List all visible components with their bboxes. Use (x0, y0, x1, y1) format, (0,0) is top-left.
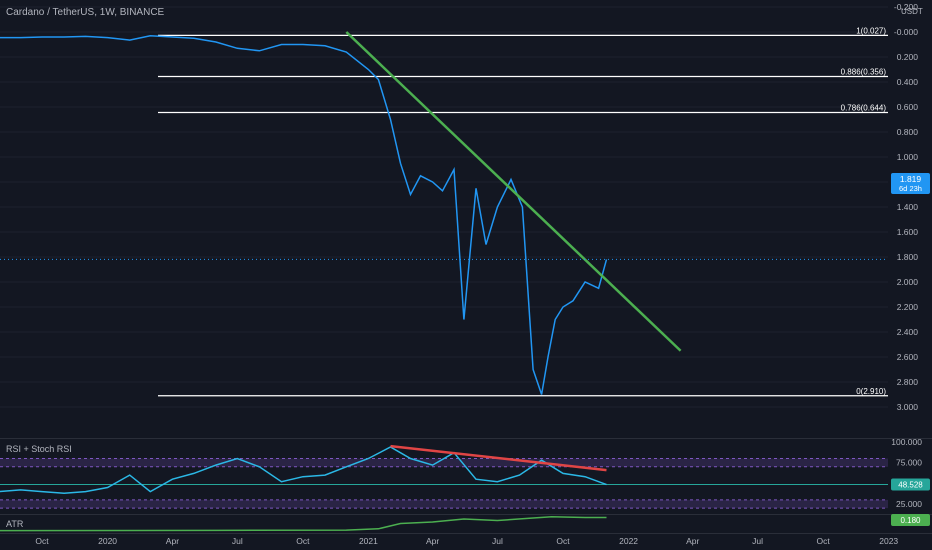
time-tick-label: 2020 (98, 536, 117, 546)
last-price-badge-box (891, 173, 930, 194)
bar-countdown: 6d 23h (899, 184, 922, 193)
price-tick-label: 0.200 (897, 52, 919, 62)
time-tick-label: Oct (556, 536, 570, 546)
price-pane[interactable]: 0(2.910) 0.786(0.644) 0.886(0.356) 1(0.027) (0, 6, 888, 408)
atr-value-badge-box (891, 514, 930, 526)
price-tick-label: 2.400 (897, 327, 919, 337)
price-tick-label: 2.200 (897, 302, 919, 312)
time-axis[interactable]: Oct 2020 Apr Jul Oct 2021 Apr Jul Oct 2022 Apr Jul O… (35, 536, 898, 546)
atr-value-badge: 0.180 (891, 514, 930, 526)
rsi-tick-label: 100.000 (891, 437, 922, 447)
time-tick-label: Apr (166, 536, 179, 546)
fib-level-label: 0(2.910) (856, 387, 886, 396)
rsi-pane[interactable]: RSI + Stoch RSI 100.000 75.000 25.000 48.5… (0, 437, 930, 509)
atr-pane[interactable]: ATR 0.180 (0, 514, 930, 532)
price-tick-label: 2.800 (897, 377, 919, 387)
fib-level-label: 0.886(0.356) (841, 68, 887, 77)
price-tick-label: 0.600 (897, 102, 919, 112)
rsi-value-badge: 48.528 (891, 478, 930, 491)
fib-levels: 0(2.910) 0.786(0.644) 0.886(0.356) 1(0.027) (158, 26, 888, 397)
atr-title: ATR (6, 519, 24, 529)
currency-label: USDT (901, 7, 923, 16)
price-grid (0, 6, 888, 408)
time-tick-label: Oct (817, 536, 831, 546)
time-tick-label: 2021 (359, 536, 378, 546)
price-tick-label: 0.400 (897, 77, 919, 87)
rsi-tick-label: 25.000 (896, 499, 922, 509)
price-tick-label: 2.000 (897, 277, 919, 287)
support-trendline[interactable] (345, 31, 682, 352)
atr-series-line[interactable] (0, 516, 607, 532)
rsi-title: RSI + Stoch RSI (6, 444, 72, 454)
time-tick-label: 2022 (619, 536, 638, 546)
atr-value: 0.180 (900, 516, 921, 525)
price-tick-label: 1.800 (897, 252, 919, 262)
price-series-line[interactable] (0, 35, 608, 395)
time-tick-label: Jul (232, 536, 243, 546)
price-axis[interactable]: 3.000 2.800 2.600 2.400 2.200 2.000 1.800 1.600… (894, 2, 918, 412)
time-tick-label: 2023 (879, 536, 898, 546)
rsi-band (0, 499, 888, 509)
time-tick-label: Jul (752, 536, 763, 546)
time-tick-label: Oct (35, 536, 49, 546)
price-tick-label: 1.400 (897, 202, 919, 212)
fib-level-label: 0.786(0.644) (841, 104, 887, 113)
rsi-tick-label: 75.000 (896, 458, 922, 468)
last-price-badge: 1.819 6d 23h (891, 173, 930, 194)
rsi-band (0, 458, 888, 467)
price-tick-label: 0.800 (897, 127, 919, 137)
time-tick-label: Oct (296, 536, 310, 546)
rsi-value: 48.528 (898, 481, 923, 490)
rsi-value-badge-box (891, 478, 930, 491)
price-tick-label: 1.600 (897, 227, 919, 237)
price-tick-label: 3.000 (897, 402, 919, 412)
bearish-divergence-line[interactable] (390, 444, 607, 472)
fib-level-label: 1(0.027) (856, 26, 886, 35)
rsi-axis[interactable]: 100.000 75.000 25.000 (891, 437, 922, 509)
price-tick-label: 2.600 (897, 352, 919, 362)
rsi-series-line[interactable] (0, 446, 607, 495)
time-tick-label: Apr (426, 536, 439, 546)
price-tick-label: -0.000 (894, 27, 918, 37)
price-tick-label: 1.000 (897, 152, 919, 162)
time-tick-label: Jul (492, 536, 503, 546)
price-tick-label: -0.200 (894, 2, 918, 12)
time-tick-label: Apr (686, 536, 699, 546)
last-price-value: 1.819 (900, 174, 922, 184)
symbol-title: Cardano / TetherUS, 1W, BINANCE (6, 7, 165, 18)
